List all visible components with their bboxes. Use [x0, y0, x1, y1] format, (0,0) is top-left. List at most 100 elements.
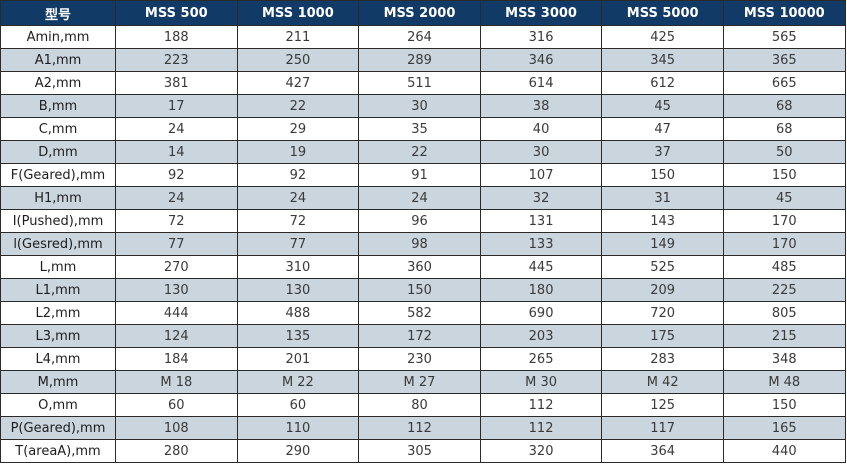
table-cell: M 48	[722, 370, 846, 394]
table-cell: 68	[722, 94, 846, 118]
table-row: A1,mm 223 250 289 346 345 365	[0, 48, 846, 72]
table-cell: 24	[236, 186, 360, 210]
table-cell: 805	[722, 301, 846, 325]
table-cell: 77	[115, 232, 238, 256]
table-cell: 264	[358, 25, 481, 49]
row-param-label: L,mm	[0, 255, 116, 279]
table-cell: 180	[479, 278, 603, 302]
row-param-label: F(Geared),mm	[0, 163, 116, 187]
row-param-label: A1,mm	[0, 48, 116, 72]
table-cell: 38	[479, 94, 603, 118]
table-row: L,mm 270 310 360 445 525 485	[0, 255, 846, 279]
table-cell: 77	[236, 232, 360, 256]
table-cell: 110	[236, 416, 360, 440]
table-cell: 230	[358, 347, 481, 371]
table-cell: 316	[479, 25, 603, 49]
table-row: L4,mm 184 201 230 265 283 348	[0, 347, 846, 371]
row-param-label: M,mm	[0, 370, 116, 394]
table-cell: M 22	[236, 370, 360, 394]
table-cell: 130	[236, 278, 360, 302]
row-param-label: C,mm	[0, 117, 116, 141]
table-cell: 124	[115, 324, 238, 348]
table-row: O,mm 60 60 80 112 125 150	[0, 393, 846, 417]
table-row: L1,mm 130 130 150 180 209 225	[0, 278, 846, 302]
table-cell: 360	[358, 255, 481, 279]
table-cell: 175	[601, 324, 724, 348]
table-cell: 488	[236, 301, 360, 325]
table-row: I(Pushed),mm 72 72 96 131 143 170	[0, 209, 846, 233]
table-cell: 130	[115, 278, 238, 302]
table-cell: 92	[115, 163, 238, 187]
table-cell: 92	[236, 163, 360, 187]
header-model: MSS 10000	[722, 0, 846, 26]
table-cell: 250	[236, 48, 360, 72]
table-cell: 582	[358, 301, 481, 325]
row-param-label: O,mm	[0, 393, 116, 417]
table-cell: 60	[115, 393, 238, 417]
table-cell: 112	[479, 416, 603, 440]
table-cell: 150	[722, 393, 846, 417]
table-cell: 265	[479, 347, 603, 371]
table-cell: 211	[236, 25, 360, 49]
row-param-label: D,mm	[0, 140, 116, 164]
table-row: M,mm M 18 M 22 M 27 M 30 M 42 M 48	[0, 370, 846, 394]
table-cell: 720	[601, 301, 724, 325]
table-cell: 188	[115, 25, 238, 49]
table-cell: 35	[358, 117, 481, 141]
table-cell: 485	[722, 255, 846, 279]
table-cell: 24	[115, 117, 238, 141]
table-cell: M 27	[358, 370, 481, 394]
table-cell: 60	[236, 393, 360, 417]
row-param-label: I(Pushed),mm	[0, 209, 116, 233]
row-param-label: T(areaA),mm	[0, 439, 116, 463]
table-cell: 150	[601, 163, 724, 187]
table-cell: 24	[358, 186, 481, 210]
table-cell: 305	[358, 439, 481, 463]
table-cell: 112	[358, 416, 481, 440]
table-cell: 565	[722, 25, 846, 49]
table-cell: 108	[115, 416, 238, 440]
table-cell: 24	[115, 186, 238, 210]
table-row: C,mm 24 29 35 40 47 68	[0, 117, 846, 141]
table-cell: 425	[601, 25, 724, 49]
table-body: Amin,mm 188 211 264 316 425 565 A1,mm 223 250 289 3…	[0, 25, 846, 463]
row-param-label: Amin,mm	[0, 25, 116, 49]
table-cell: 47	[601, 117, 724, 141]
table-cell: 72	[236, 209, 360, 233]
table-cell: 22	[358, 140, 481, 164]
table-row: B,mm 17 22 30 38 45 68	[0, 94, 846, 118]
table-row: Amin,mm 188 211 264 316 425 565	[0, 25, 846, 49]
table-cell: 223	[115, 48, 238, 72]
table-cell: 525	[601, 255, 724, 279]
row-param-label: L1,mm	[0, 278, 116, 302]
table-cell: 209	[601, 278, 724, 302]
table-cell: 149	[601, 232, 724, 256]
table-cell: 184	[115, 347, 238, 371]
header-model: MSS 2000	[358, 0, 481, 26]
table-cell: 511	[358, 71, 481, 95]
header-model: MSS 5000	[601, 0, 724, 26]
table-cell: 348	[722, 347, 846, 371]
table-row: H1,mm 24 24 24 32 31 45	[0, 186, 846, 210]
table-row: l(Gesred),mm 77 77 98 133 149 170	[0, 232, 846, 256]
row-param-label: l(Gesred),mm	[0, 232, 116, 256]
table-cell: 96	[358, 209, 481, 233]
table-cell: 40	[479, 117, 603, 141]
table-cell: 37	[601, 140, 724, 164]
table-cell: 270	[115, 255, 238, 279]
table-cell: 225	[722, 278, 846, 302]
table-cell: 45	[722, 186, 846, 210]
table-cell: 170	[722, 232, 846, 256]
table-cell: 19	[236, 140, 360, 164]
table-cell: 346	[479, 48, 603, 72]
row-param-label: L2,mm	[0, 301, 116, 325]
row-param-label: A2,mm	[0, 71, 116, 95]
table-cell: 50	[722, 140, 846, 164]
table-cell: 143	[601, 209, 724, 233]
row-param-label: H1,mm	[0, 186, 116, 210]
table-cell: 290	[236, 439, 360, 463]
header-model: MSS 3000	[479, 0, 603, 26]
table-cell: 345	[601, 48, 724, 72]
table-cell: 364	[601, 439, 724, 463]
